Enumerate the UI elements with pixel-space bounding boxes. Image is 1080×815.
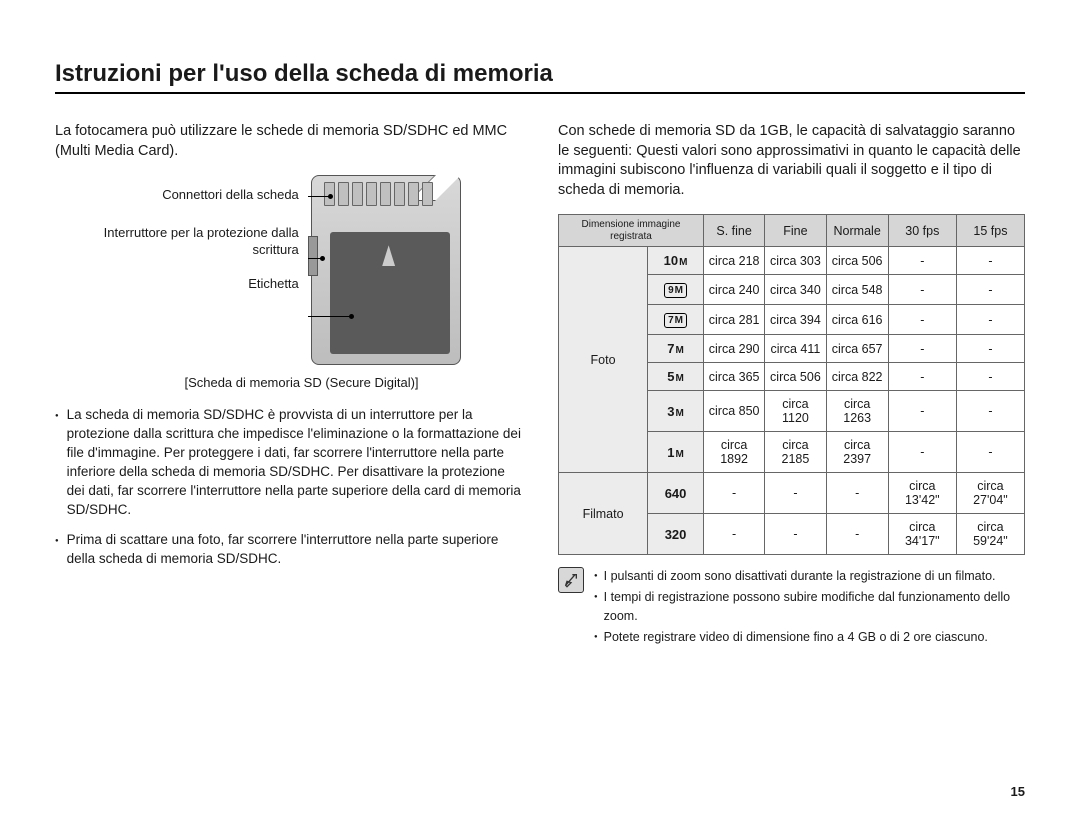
left-intro: La fotocamera può utilizzare le schede d… — [55, 122, 522, 161]
cell-15fps: - — [956, 305, 1024, 335]
page-number: 15 — [1011, 784, 1025, 799]
left-bullet-list: La scheda di memoria SD/SDHC è provvista… — [55, 406, 522, 569]
size-cell: 1M — [648, 432, 704, 473]
size-cell: 640 — [648, 473, 704, 514]
cell-sfine: circa 290 — [703, 335, 764, 363]
rowgroup-filmato: Filmato — [559, 473, 648, 555]
right-column: Con schede di memoria SD da 1GB, le capa… — [558, 122, 1025, 649]
cell-30fps: - — [888, 363, 956, 391]
cell-fine: - — [765, 514, 826, 555]
size-cell: 10M — [648, 247, 704, 275]
size-cell: 320 — [648, 514, 704, 555]
label-switch: Interruttore per la protezione dalla scr… — [55, 225, 299, 258]
cell-normale: circa 548 — [826, 275, 888, 305]
cell-sfine: - — [703, 473, 764, 514]
cell-30fps: circa 34'17" — [888, 514, 956, 555]
cell-normale: circa 657 — [826, 335, 888, 363]
note-item: Potete registrare video di dimensione fi… — [594, 628, 1025, 646]
cell-30fps: circa 13'42" — [888, 473, 956, 514]
cell-normale: circa 506 — [826, 247, 888, 275]
cell-15fps: - — [956, 363, 1024, 391]
cell-sfine: circa 1892 — [703, 432, 764, 473]
cell-normale: circa 822 — [826, 363, 888, 391]
cell-normale: - — [826, 473, 888, 514]
th-normale: Normale — [826, 215, 888, 247]
cell-30fps: - — [888, 335, 956, 363]
cell-fine: circa 2185 — [765, 432, 826, 473]
note-box: I pulsanti di zoom sono disattivati dura… — [558, 567, 1025, 649]
cell-15fps: - — [956, 391, 1024, 432]
size-cell: 5M — [648, 363, 704, 391]
cell-fine: circa 1120 — [765, 391, 826, 432]
cell-normale: circa 2397 — [826, 432, 888, 473]
cell-fine: circa 506 — [765, 363, 826, 391]
cell-15fps: - — [956, 247, 1024, 275]
cell-fine: circa 394 — [765, 305, 826, 335]
label-connectors: Connettori della scheda — [55, 187, 299, 203]
cell-30fps: - — [888, 391, 956, 432]
cell-fine: circa 340 — [765, 275, 826, 305]
th-sfine: S. fine — [703, 215, 764, 247]
cell-fine: - — [765, 473, 826, 514]
th-30fps: 30 fps — [888, 215, 956, 247]
cell-sfine: circa 365 — [703, 363, 764, 391]
label-sticker: Etichetta — [55, 276, 299, 292]
cell-sfine: - — [703, 514, 764, 555]
size-cell: 7M — [648, 335, 704, 363]
th-fine: Fine — [765, 215, 826, 247]
left-bullet: Prima di scattare una foto, far scorrere… — [55, 531, 522, 569]
capacity-table: Dimensione immagine registrata S. fine F… — [558, 214, 1025, 555]
size-cell: 7M — [648, 305, 704, 335]
cell-30fps: - — [888, 305, 956, 335]
th-15fps: 15 fps — [956, 215, 1024, 247]
cell-sfine: circa 281 — [703, 305, 764, 335]
cell-30fps: - — [888, 247, 956, 275]
cell-15fps: circa 59'24" — [956, 514, 1024, 555]
left-column: La fotocamera può utilizzare le schede d… — [55, 122, 522, 649]
right-intro: Con schede di memoria SD da 1GB, le capa… — [558, 122, 1025, 200]
size-cell: 9M — [648, 275, 704, 305]
cell-15fps: - — [956, 275, 1024, 305]
cell-fine: circa 411 — [765, 335, 826, 363]
cell-15fps: - — [956, 335, 1024, 363]
cell-normale: - — [826, 514, 888, 555]
size-cell: 3M — [648, 391, 704, 432]
cell-sfine: circa 850 — [703, 391, 764, 432]
sd-card-diagram: Connettori della scheda Interruttore per… — [55, 175, 522, 365]
cell-normale: circa 616 — [826, 305, 888, 335]
cell-15fps: - — [956, 432, 1024, 473]
th-dimension: Dimensione immagine registrata — [559, 215, 704, 247]
rowgroup-foto: Foto — [559, 247, 648, 473]
cell-sfine: circa 240 — [703, 275, 764, 305]
left-bullet: La scheda di memoria SD/SDHC è provvista… — [55, 406, 522, 519]
cell-30fps: - — [888, 432, 956, 473]
sd-card-illustration: ▲ — [311, 175, 461, 365]
cell-30fps: - — [888, 275, 956, 305]
cell-normale: circa 1263 — [826, 391, 888, 432]
note-icon — [558, 567, 584, 593]
cell-15fps: circa 27'04" — [956, 473, 1024, 514]
note-item: I tempi di registrazione possono subire … — [594, 588, 1025, 624]
note-item: I pulsanti di zoom sono disattivati dura… — [594, 567, 1025, 585]
page-title: Istruzioni per l'uso della scheda di mem… — [55, 60, 1025, 94]
cell-fine: circa 303 — [765, 247, 826, 275]
cell-sfine: circa 218 — [703, 247, 764, 275]
diagram-caption: [Scheda di memoria SD (Secure Digital)] — [81, 375, 522, 390]
